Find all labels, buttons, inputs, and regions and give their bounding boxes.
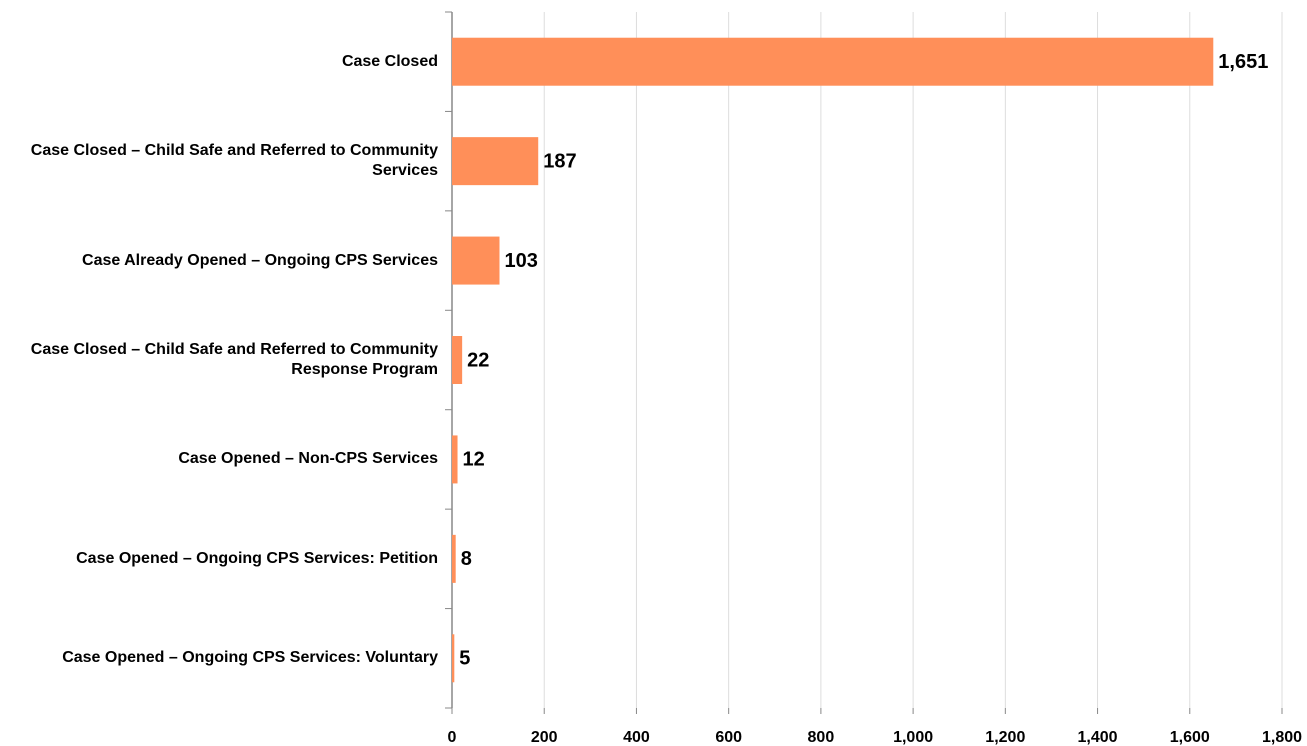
x-tick-label: 400: [623, 729, 650, 746]
x-tick-label: 1,200: [985, 729, 1025, 746]
y-tick-label: Case Closed – Child Safe and Referred to…: [30, 341, 438, 378]
value-label: 12: [463, 449, 485, 471]
value-label: 22: [467, 349, 489, 371]
bar: [452, 634, 455, 683]
y-tick-label: Case Opened – Non-CPS Services: [178, 450, 438, 468]
x-tick-label: 1,000: [893, 729, 933, 746]
bar: [452, 435, 458, 484]
x-tick-label: 800: [808, 729, 835, 746]
value-label: 5: [459, 648, 470, 670]
value-label: 103: [504, 250, 537, 272]
x-tick-label: 0: [448, 729, 457, 746]
x-tick-label: 200: [531, 729, 558, 746]
value-label: 8: [461, 548, 472, 570]
y-tick-label: Case Opened – Ongoing CPS Services: Volu…: [62, 649, 438, 667]
x-tick-label: 1,600: [1170, 729, 1210, 746]
bar: [452, 37, 1214, 86]
y-tick-label: Case Closed – Child Safe and Referred to…: [30, 142, 438, 180]
bar: [452, 137, 539, 186]
value-label: 1,651: [1218, 51, 1268, 73]
y-tick-label: Case Closed: [341, 52, 438, 70]
x-tick-label: 1,400: [1078, 729, 1118, 746]
bar: [452, 534, 456, 583]
y-tick-label: Case Already Opened – Ongoing CPS Servic…: [82, 251, 438, 269]
bar: [452, 336, 463, 384]
x-tick-label: 600: [715, 729, 742, 746]
bar: [452, 236, 500, 285]
x-tick-label: 1,800: [1262, 729, 1302, 746]
y-tick-label: Case Opened – Ongoing CPS Services: Peti…: [76, 549, 438, 567]
value-label: 187: [543, 150, 576, 172]
